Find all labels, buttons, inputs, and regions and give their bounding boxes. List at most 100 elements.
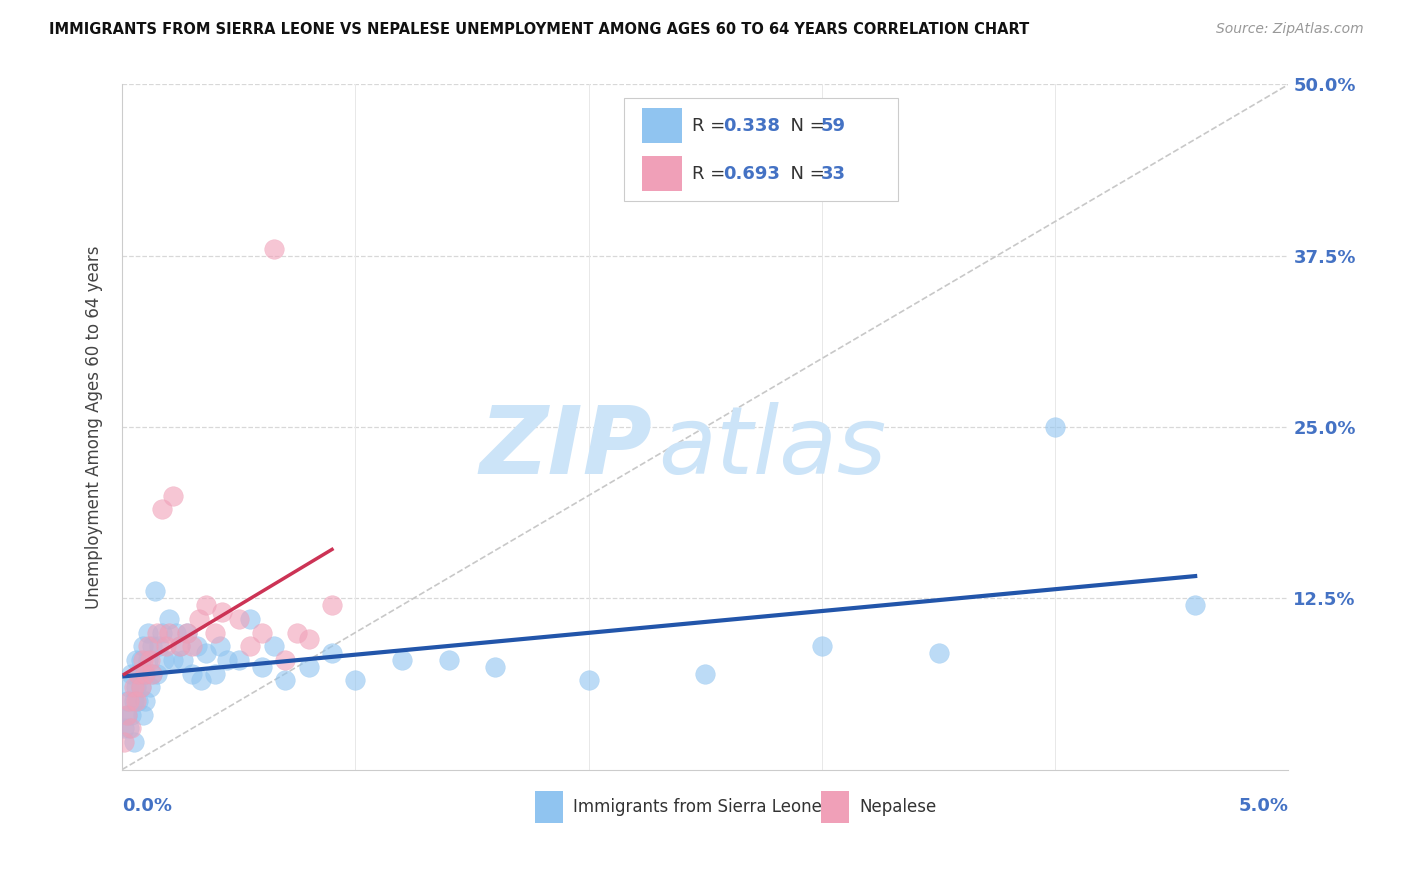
Point bbox=[162, 489, 184, 503]
Text: N =: N = bbox=[779, 117, 831, 135]
Point bbox=[120, 707, 142, 722]
Text: N =: N = bbox=[779, 164, 831, 183]
Point bbox=[188, 612, 211, 626]
Point bbox=[437, 653, 460, 667]
Point bbox=[239, 639, 262, 653]
Point bbox=[132, 653, 155, 667]
Point bbox=[134, 666, 156, 681]
Point bbox=[263, 639, 285, 653]
Point bbox=[195, 646, 218, 660]
Point bbox=[578, 673, 600, 688]
Point bbox=[1184, 598, 1206, 612]
Point bbox=[811, 639, 834, 653]
Point bbox=[484, 660, 506, 674]
Point bbox=[129, 653, 152, 667]
Point bbox=[136, 625, 159, 640]
Point bbox=[274, 653, 297, 667]
Point bbox=[695, 666, 717, 681]
Point bbox=[1043, 420, 1066, 434]
Point bbox=[134, 666, 156, 681]
Point bbox=[115, 707, 138, 722]
Point bbox=[165, 625, 187, 640]
Point bbox=[250, 625, 273, 640]
Point bbox=[112, 722, 135, 736]
Point bbox=[344, 673, 367, 688]
Point bbox=[195, 598, 218, 612]
Point bbox=[181, 639, 204, 653]
Point bbox=[250, 660, 273, 674]
Point bbox=[186, 639, 208, 653]
Point bbox=[146, 666, 169, 681]
Point bbox=[127, 694, 149, 708]
Point bbox=[125, 694, 148, 708]
Point bbox=[148, 639, 170, 653]
Point bbox=[146, 625, 169, 640]
Point bbox=[228, 612, 250, 626]
FancyBboxPatch shape bbox=[624, 98, 898, 201]
Point bbox=[132, 707, 155, 722]
Point bbox=[136, 639, 159, 653]
Point bbox=[127, 666, 149, 681]
Text: 0.0%: 0.0% bbox=[122, 797, 172, 815]
Point bbox=[153, 653, 176, 667]
Point bbox=[141, 666, 163, 681]
Text: Nepalese: Nepalese bbox=[859, 798, 936, 816]
Text: Immigrants from Sierra Leone: Immigrants from Sierra Leone bbox=[574, 798, 823, 816]
Point bbox=[204, 625, 226, 640]
Point bbox=[169, 639, 191, 653]
Point bbox=[157, 625, 180, 640]
Point bbox=[298, 632, 321, 647]
Point bbox=[204, 666, 226, 681]
Point bbox=[143, 584, 166, 599]
Point bbox=[285, 625, 308, 640]
Text: IMMIGRANTS FROM SIERRA LEONE VS NEPALESE UNEMPLOYMENT AMONG AGES 60 TO 64 YEARS : IMMIGRANTS FROM SIERRA LEONE VS NEPALESE… bbox=[49, 22, 1029, 37]
Text: 5.0%: 5.0% bbox=[1239, 797, 1288, 815]
Point bbox=[150, 502, 173, 516]
Point bbox=[172, 653, 194, 667]
Point bbox=[228, 653, 250, 667]
Point bbox=[122, 694, 145, 708]
Point bbox=[127, 666, 149, 681]
Point bbox=[263, 242, 285, 256]
Point bbox=[115, 694, 138, 708]
Text: Source: ZipAtlas.com: Source: ZipAtlas.com bbox=[1216, 22, 1364, 37]
Point bbox=[136, 653, 159, 667]
Point bbox=[120, 666, 142, 681]
Text: 33: 33 bbox=[821, 164, 846, 183]
Point bbox=[125, 653, 148, 667]
Point bbox=[120, 722, 142, 736]
Point bbox=[215, 653, 238, 667]
Point bbox=[190, 673, 212, 688]
Point bbox=[118, 681, 141, 695]
Text: R =: R = bbox=[692, 117, 731, 135]
Point bbox=[321, 598, 343, 612]
Point bbox=[125, 681, 148, 695]
Point bbox=[211, 605, 233, 619]
Point bbox=[134, 694, 156, 708]
Point bbox=[928, 646, 950, 660]
Text: atlas: atlas bbox=[658, 402, 887, 493]
Point bbox=[150, 625, 173, 640]
Point bbox=[141, 639, 163, 653]
Text: R =: R = bbox=[692, 164, 731, 183]
Point bbox=[208, 639, 231, 653]
Point bbox=[122, 681, 145, 695]
Point bbox=[129, 681, 152, 695]
Point bbox=[112, 735, 135, 749]
Point bbox=[391, 653, 413, 667]
Point bbox=[162, 653, 184, 667]
Point bbox=[274, 673, 297, 688]
Point bbox=[129, 681, 152, 695]
Point bbox=[141, 666, 163, 681]
Point bbox=[118, 694, 141, 708]
Point bbox=[139, 653, 162, 667]
Point bbox=[122, 735, 145, 749]
Point bbox=[181, 666, 204, 681]
FancyBboxPatch shape bbox=[534, 791, 562, 823]
Point bbox=[157, 612, 180, 626]
Y-axis label: Unemployment Among Ages 60 to 64 years: Unemployment Among Ages 60 to 64 years bbox=[86, 245, 103, 608]
FancyBboxPatch shape bbox=[643, 109, 682, 143]
Text: 0.693: 0.693 bbox=[723, 164, 780, 183]
Point bbox=[132, 639, 155, 653]
Text: ZIP: ZIP bbox=[479, 401, 652, 493]
